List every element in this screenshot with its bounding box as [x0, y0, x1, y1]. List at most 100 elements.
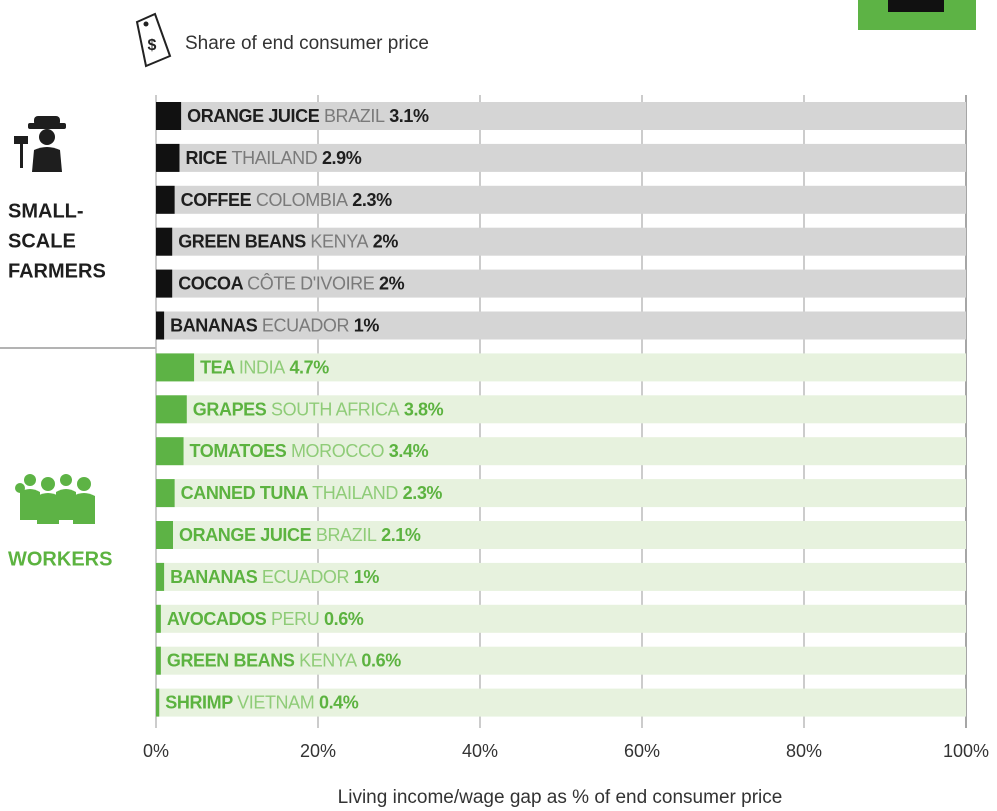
country: BRAZIL [316, 525, 377, 545]
bar-label: ORANGE JUICE BRAZIL 3.1% [187, 106, 429, 126]
product: BANANAS [170, 567, 258, 587]
bar-track [156, 604, 966, 633]
x-tick-label: 0% [143, 741, 169, 761]
value-label: 0.6% [324, 609, 364, 629]
rows: ORANGE JUICE BRAZIL 3.1% RICE THAILAND 2.… [156, 102, 966, 717]
bar-track [156, 521, 966, 549]
bar [156, 102, 182, 130]
bar [156, 521, 174, 549]
bar-label: BANANAS ECUADOR 1% [170, 315, 379, 335]
bar-label: GREEN BEANS KENYA 0.6% [167, 650, 401, 670]
farmer-icon [14, 116, 66, 172]
product: SHRIMP [165, 692, 233, 712]
bar [156, 353, 195, 382]
country: PERU [271, 609, 319, 629]
bar-track [156, 395, 966, 424]
bar-label: CANNED TUNA THAILAND 2.3% [181, 483, 443, 503]
country: VIETNAM [237, 692, 314, 712]
group-label: WORKERS [8, 548, 112, 570]
value-label: 1% [354, 567, 380, 587]
logo-mark [888, 0, 944, 12]
value-label: 2.3% [403, 483, 443, 503]
product: GREEN BEANS [178, 231, 306, 251]
value-label: 3.1% [389, 106, 429, 126]
bar [156, 688, 160, 717]
value-label: 0.6% [361, 650, 401, 670]
value-label: 2% [379, 273, 405, 293]
bar-label: AVOCADOS PERU 0.6% [167, 609, 364, 629]
product: GREEN BEANS [167, 650, 295, 670]
bar-track [156, 688, 966, 717]
svg-text:$: $ [148, 37, 157, 54]
bar-label: ORANGE JUICE BRAZIL 2.1% [179, 525, 421, 545]
product: CANNED TUNA [181, 483, 309, 503]
value-label: 2.1% [381, 525, 421, 545]
bar-track [156, 185, 966, 214]
bar-label: RICE THAILAND 2.9% [185, 148, 361, 168]
product: RICE [185, 148, 227, 168]
bar [156, 479, 175, 508]
country: THAILAND [232, 148, 318, 168]
product: BANANAS [170, 315, 258, 335]
bar-label: TOMATOES MOROCCO 3.4% [190, 441, 429, 461]
group-label: SCALE [8, 230, 76, 252]
group-label: SMALL- [8, 200, 84, 222]
bar-track [156, 227, 966, 256]
country: ECUADOR [262, 315, 350, 335]
group-label: FARMERS [8, 260, 106, 282]
x-tick-label: 60% [624, 741, 660, 761]
bar-track [156, 479, 966, 508]
bar-label: SHRIMP VIETNAM 0.4% [165, 692, 359, 712]
x-tick-label: 40% [462, 741, 498, 761]
x-axis-label: Living income/wage gap as % of end consu… [338, 787, 783, 808]
bar-label: TEA INDIA 4.7% [200, 357, 329, 377]
value-label: 2.3% [352, 190, 392, 210]
product: ORANGE JUICE [187, 106, 320, 126]
bar [156, 269, 173, 298]
x-tick-label: 20% [300, 741, 336, 761]
product: TEA [200, 357, 235, 377]
country: COLOMBIA [256, 190, 348, 210]
value-label: 0.4% [319, 692, 359, 712]
value-label: 1% [354, 315, 380, 335]
country: MOROCCO [291, 441, 385, 461]
product: ORANGE JUICE [179, 525, 312, 545]
bar-track [156, 646, 966, 675]
bar-track [156, 437, 966, 466]
x-tick-label: 100% [943, 741, 989, 761]
bar [156, 311, 165, 340]
country: CÔTE D'IVOIRE [247, 272, 375, 293]
country: KENYA [310, 231, 368, 251]
country: ECUADOR [262, 567, 350, 587]
bar [156, 604, 161, 633]
country: SOUTH AFRICA [271, 399, 400, 419]
bar-label: GRAPES SOUTH AFRICA 3.8% [193, 399, 444, 419]
bar-label: BANANAS ECUADOR 1% [170, 567, 379, 587]
note: Share of end consumer price [185, 33, 429, 54]
product: AVOCADOS [167, 609, 267, 629]
bar [156, 185, 175, 214]
bar [156, 395, 187, 424]
country: INDIA [239, 357, 285, 377]
bar [156, 562, 165, 591]
price-tag-icon: $ [135, 12, 172, 68]
value-label: 2.9% [322, 148, 362, 168]
bar-label: GREEN BEANS KENYA 2% [178, 231, 398, 251]
product: TOMATOES [190, 441, 287, 461]
bar [156, 227, 173, 256]
x-tick-label: 80% [786, 741, 822, 761]
bar-track [156, 311, 966, 340]
value-label: 3.4% [389, 441, 429, 461]
bar [156, 646, 161, 675]
bar-track [156, 102, 966, 130]
value-label: 2% [373, 231, 399, 251]
bar [156, 143, 180, 172]
bar-track [156, 269, 966, 298]
product: COFFEE [181, 190, 252, 210]
bar-track [156, 353, 966, 382]
bar-label: COCOA CÔTE D'IVOIRE 2% [178, 272, 404, 293]
product: GRAPES [193, 399, 267, 419]
bar-track [156, 143, 966, 172]
country: THAILAND [312, 483, 398, 503]
